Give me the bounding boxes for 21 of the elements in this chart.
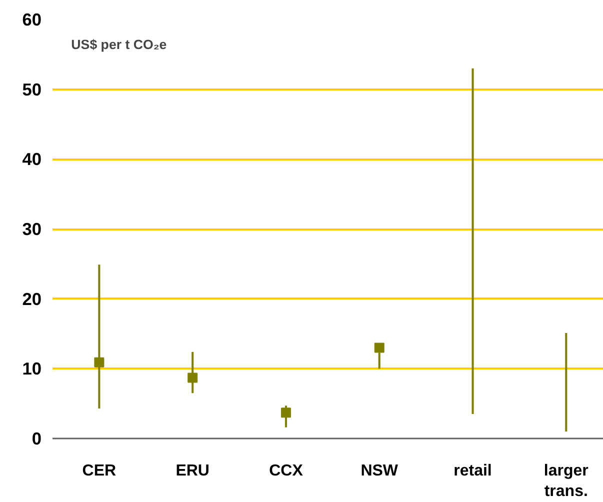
x-tick-label: NSW	[360, 462, 399, 480]
bar	[472, 68, 474, 414]
point	[94, 357, 104, 368]
y-tick-label: 50	[22, 79, 42, 100]
bar	[98, 264, 100, 408]
x-tick-label: CCX	[269, 462, 304, 480]
x-tick-label: ERU	[176, 462, 210, 480]
bar	[565, 333, 568, 432]
y-tick-label: 60	[22, 10, 42, 30]
x-tick-label: CER	[82, 462, 117, 480]
x-tick-label: retail	[454, 462, 492, 480]
y-tick-label: 30	[22, 219, 42, 239]
y-axis-title: US$ per t CO₂e	[71, 37, 167, 52]
y-tick-label: 0	[32, 428, 42, 448]
y-tick-label: 40	[22, 149, 42, 170]
point	[374, 342, 384, 353]
point	[188, 372, 198, 383]
x-tick-label: larger trans.	[544, 462, 588, 500]
y-tick-label: 10	[22, 358, 42, 379]
point	[280, 408, 291, 418]
y-tick-label: 20	[22, 288, 42, 309]
